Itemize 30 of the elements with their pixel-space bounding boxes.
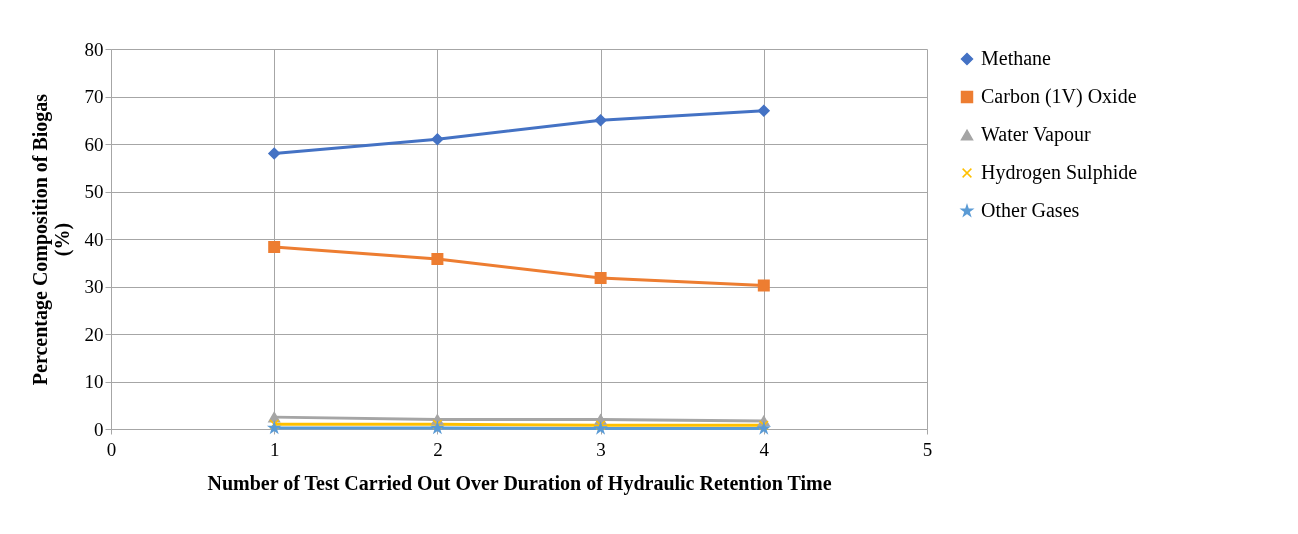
y-axis-title: Percentage Composition of Biogas (%) <box>28 93 74 386</box>
x-tick-label: 4 <box>759 438 770 460</box>
y-tick-label: 80 <box>84 38 104 60</box>
point <box>757 104 770 117</box>
point <box>594 114 607 127</box>
x-tick-label: 1 <box>269 438 280 460</box>
point <box>432 419 443 430</box>
y-tick-label: 70 <box>84 86 104 107</box>
x-tick-label: 5 <box>922 438 933 460</box>
legend-label: Water Vapour <box>981 123 1091 146</box>
x-axis-title: Number of Test Carried Out Over Duration of Hydraulic Retention Time <box>207 471 832 495</box>
legend-label: Hydrogen Sulphide <box>981 161 1138 184</box>
point <box>268 147 281 160</box>
y-tick-label: 40 <box>84 228 104 250</box>
point <box>431 252 444 265</box>
y-tick-label: 50 <box>84 181 104 202</box>
x-tick-label: 3 <box>596 438 606 460</box>
point <box>268 241 281 254</box>
legend-label: Carbon (1V) Oxide <box>981 85 1137 108</box>
point <box>594 271 607 284</box>
y-tick-label: 20 <box>84 323 104 345</box>
y-tick-label: 60 <box>84 133 104 155</box>
y-tick-label: 0 <box>94 418 104 440</box>
x-tick-label: 2 <box>433 438 443 460</box>
y-tick-label: 10 <box>84 371 104 392</box>
y-tick-label: 30 <box>84 276 104 297</box>
point <box>431 133 444 146</box>
legend-label: Methane <box>981 47 1052 69</box>
point <box>757 279 770 292</box>
legend-label: Other Gases <box>981 199 1080 221</box>
